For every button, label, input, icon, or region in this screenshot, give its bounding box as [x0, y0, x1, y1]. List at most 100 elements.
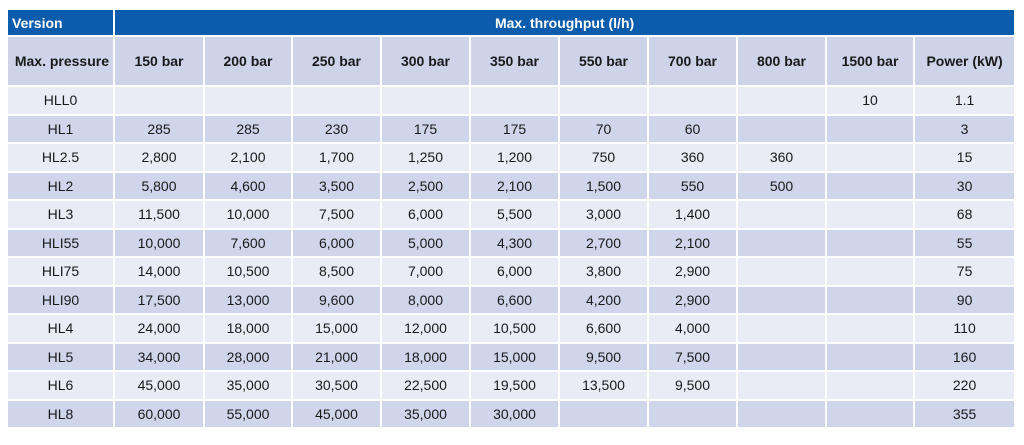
throughput-cell [827, 201, 915, 230]
throughput-cell [649, 87, 738, 116]
throughput-cell: 750 [560, 144, 649, 173]
throughput-cell: 285 [205, 115, 293, 144]
throughput-cell [827, 115, 915, 144]
throughput-cell: 10,000 [115, 229, 205, 258]
throughput-cell: 2,900 [649, 286, 738, 315]
throughput-cell: 10 [827, 87, 915, 116]
version-cell: HLI90 [8, 286, 115, 315]
throughput-cell: 175 [471, 115, 560, 144]
throughput-cell [471, 87, 560, 116]
data-row: HLL0 10 1.1 [8, 87, 1017, 116]
throughput-cell: 2,800 [115, 144, 205, 173]
pressure-header: 700 bar [649, 37, 738, 87]
pressure-header: 800 bar [738, 37, 827, 87]
throughput-cell: 3,800 [560, 258, 649, 287]
throughput-cell [382, 87, 471, 116]
pressure-header: 1500 bar [827, 37, 915, 87]
throughput-cell: 70 [560, 115, 649, 144]
pressure-header: 150 bar [115, 37, 205, 87]
throughput-cell: 45,000 [293, 400, 382, 429]
version-cell: HL6 [8, 372, 115, 401]
data-row: HLI55 10,000 7,600 6,000 5,000 4,300 2,700 2,10… [8, 229, 1017, 258]
throughput-cell [738, 87, 827, 116]
power-cell: 220 [915, 372, 1017, 401]
header-row: Version Max. throughput (l/h) [8, 10, 1017, 37]
throughput-cell: 7,600 [205, 229, 293, 258]
throughput-cell: 9,500 [560, 343, 649, 372]
throughput-cell: 1,700 [293, 144, 382, 173]
data-row: HL5 34,000 28,000 21,000 18,000 15,000 9,500 7,… [8, 343, 1017, 372]
throughput-cell [205, 87, 293, 116]
throughput-cell: 2,100 [205, 144, 293, 173]
throughput-cell: 17,500 [115, 286, 205, 315]
version-cell: HL2.5 [8, 144, 115, 173]
throughput-cell: 13,000 [205, 286, 293, 315]
throughput-cell: 6,000 [471, 258, 560, 287]
power-cell: 160 [915, 343, 1017, 372]
version-cell: HLI55 [8, 229, 115, 258]
version-cell: HL1 [8, 115, 115, 144]
throughput-cell: 10,500 [471, 315, 560, 344]
throughput-cell: 360 [649, 144, 738, 173]
throughput-cell [738, 258, 827, 287]
throughput-cell: 4,600 [205, 172, 293, 201]
throughput-cell: 230 [293, 115, 382, 144]
throughput-cell: 4,300 [471, 229, 560, 258]
throughput-cell: 15,000 [471, 343, 560, 372]
throughput-cell [827, 343, 915, 372]
throughput-cell: 18,000 [205, 315, 293, 344]
throughput-table: Version Max. throughput (l/h) Max. press… [8, 10, 1017, 429]
throughput-cell: 10,000 [205, 201, 293, 230]
power-cell: 1.1 [915, 87, 1017, 116]
throughput-cell [115, 87, 205, 116]
throughput-cell: 550 [649, 172, 738, 201]
power-cell: 30 [915, 172, 1017, 201]
version-cell: HL3 [8, 201, 115, 230]
throughput-cell: 19,500 [471, 372, 560, 401]
version-cell: HL4 [8, 315, 115, 344]
throughput-cell: 22,500 [382, 372, 471, 401]
power-cell: 110 [915, 315, 1017, 344]
throughput-cell [827, 258, 915, 287]
throughput-cell [738, 400, 827, 429]
throughput-cell: 2,700 [560, 229, 649, 258]
throughput-cell: 15,000 [293, 315, 382, 344]
throughput-cell: 5,500 [471, 201, 560, 230]
throughput-cell [738, 201, 827, 230]
pressure-row: Max. pressure 150 bar 200 bar 250 bar 300 b… [8, 37, 1017, 87]
throughput-cell: 6,600 [471, 286, 560, 315]
version-header: Version [8, 10, 115, 37]
version-cell: HL8 [8, 400, 115, 429]
power-cell: 15 [915, 144, 1017, 173]
throughput-cell: 5,800 [115, 172, 205, 201]
pressure-label: Max. pressure [8, 37, 115, 87]
throughput-cell: 2,900 [649, 258, 738, 287]
throughput-cell: 7,500 [649, 343, 738, 372]
data-row: HL2 5,800 4,600 3,500 2,500 2,100 1,500 550 500 3… [8, 172, 1017, 201]
throughput-cell: 500 [738, 172, 827, 201]
throughput-cell: 1,400 [649, 201, 738, 230]
data-row: HL4 24,000 18,000 15,000 12,000 10,500 6,600 4,… [8, 315, 1017, 344]
power-cell: 3 [915, 115, 1017, 144]
throughput-cell: 30,000 [471, 400, 560, 429]
throughput-cell: 9,600 [293, 286, 382, 315]
throughput-cell: 1,250 [382, 144, 471, 173]
throughput-cell: 6,000 [293, 229, 382, 258]
version-cell: HLL0 [8, 87, 115, 116]
throughput-cell: 60,000 [115, 400, 205, 429]
table-title: Max. throughput (l/h) [115, 10, 1017, 37]
throughput-cell: 2,100 [471, 172, 560, 201]
power-cell: 68 [915, 201, 1017, 230]
throughput-cell: 8,000 [382, 286, 471, 315]
throughput-cell: 7,500 [293, 201, 382, 230]
throughput-cell [738, 343, 827, 372]
throughput-cell: 4,000 [649, 315, 738, 344]
throughput-cell: 4,200 [560, 286, 649, 315]
throughput-cell: 5,000 [382, 229, 471, 258]
throughput-cell: 6,600 [560, 315, 649, 344]
throughput-cell: 1,500 [560, 172, 649, 201]
throughput-cell: 34,000 [115, 343, 205, 372]
throughput-cell: 11,500 [115, 201, 205, 230]
throughput-cell [827, 315, 915, 344]
throughput-cell [827, 229, 915, 258]
